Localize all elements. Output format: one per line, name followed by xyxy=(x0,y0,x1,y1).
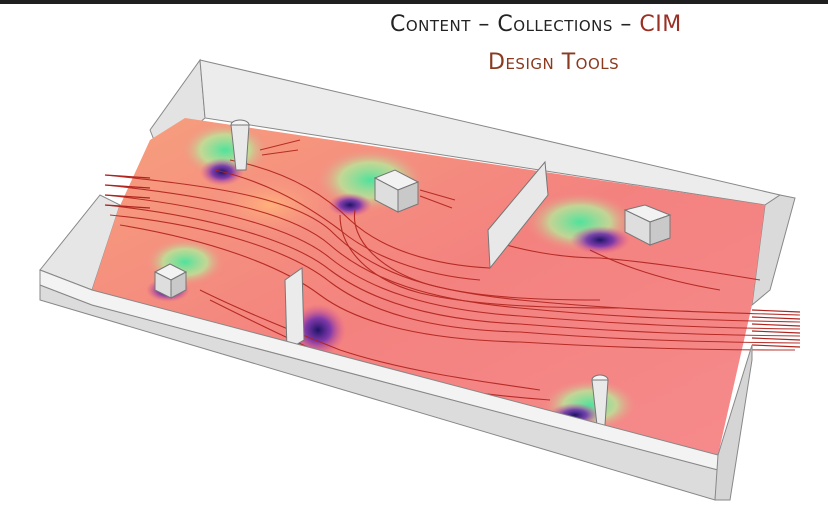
streamline xyxy=(229,159,491,269)
streamline xyxy=(261,149,299,156)
streamline xyxy=(199,289,541,391)
wall-right-lower xyxy=(714,344,753,501)
streamline xyxy=(119,224,796,351)
hotspot-purple xyxy=(570,226,630,254)
streamline xyxy=(339,214,621,309)
partition-wall-center xyxy=(487,160,549,270)
wall-back-right xyxy=(751,194,796,307)
entrance-lines xyxy=(104,174,151,209)
cube-exhibit-left xyxy=(153,263,188,299)
top-bar xyxy=(0,0,828,4)
streamlines xyxy=(104,139,801,401)
exit-lines xyxy=(751,309,801,348)
streamline xyxy=(109,214,801,344)
streamline xyxy=(419,189,456,201)
page-subtitle: Design Tools xyxy=(488,50,620,75)
streamline xyxy=(104,204,801,337)
box-exhibit-right xyxy=(623,204,672,246)
streamline xyxy=(259,139,301,151)
streamline xyxy=(104,194,801,330)
page-title: Content – Collections – CIM xyxy=(390,12,682,37)
streamline xyxy=(104,184,801,323)
pillar-exhibit xyxy=(230,119,250,171)
streamline xyxy=(419,195,453,209)
hotspot-purple xyxy=(328,193,372,217)
hotspot-orange xyxy=(200,170,340,240)
hotspot-purple xyxy=(290,304,346,356)
streamline xyxy=(353,209,601,301)
streamline xyxy=(589,249,721,291)
title-accent: CIM xyxy=(639,12,682,37)
streamline xyxy=(214,169,481,281)
box-exhibit xyxy=(373,169,420,213)
streamline xyxy=(104,174,801,316)
streamline xyxy=(489,239,761,281)
partition-wall-left xyxy=(284,267,305,351)
title-main: Content – Collections – xyxy=(390,12,640,37)
